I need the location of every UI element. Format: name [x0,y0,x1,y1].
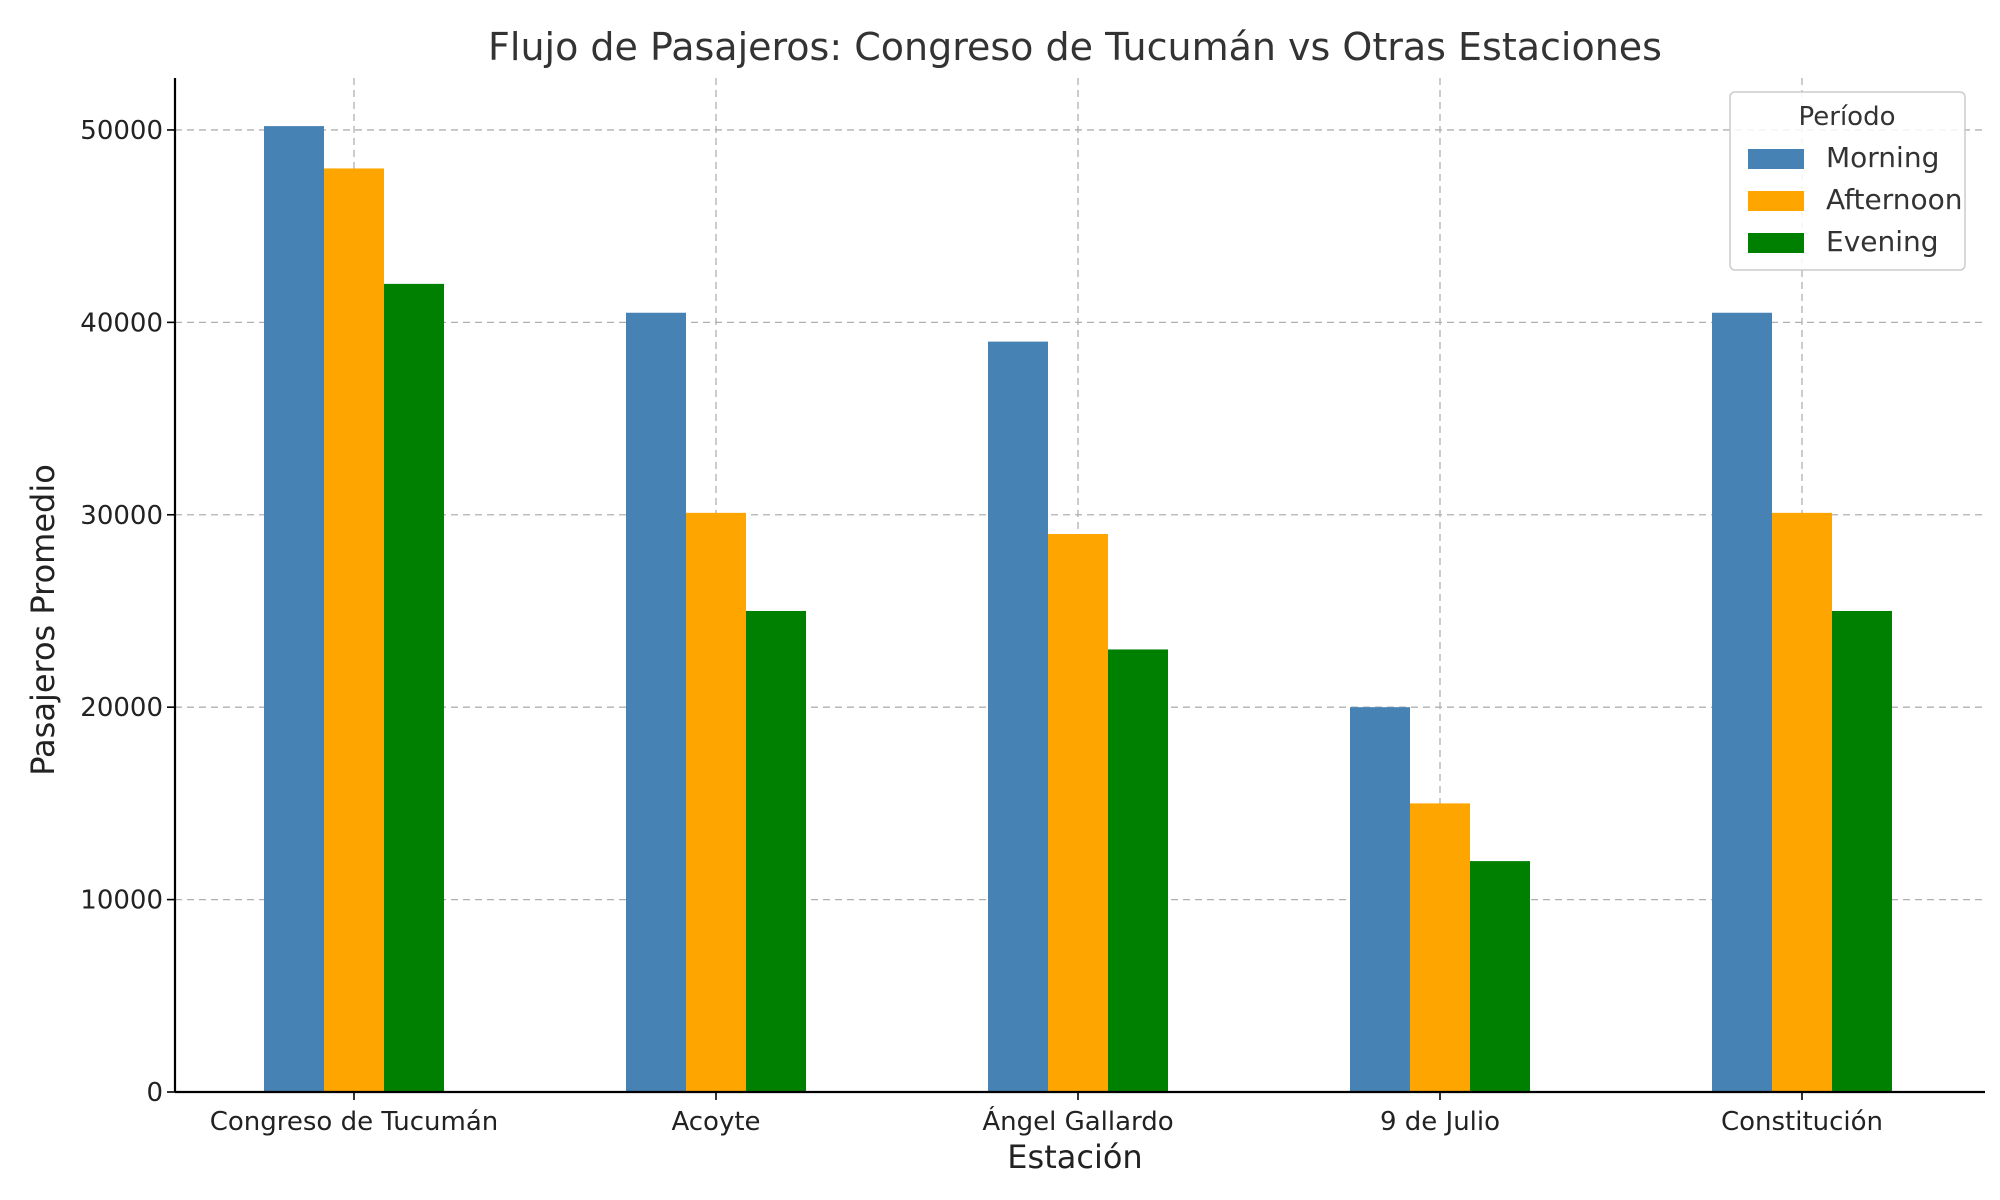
bar-afternoon-3 [1048,534,1108,1092]
bar-morning-1 [264,126,324,1092]
legend-label-afternoon: Afternoon [1826,183,1963,216]
legend-swatch-afternoon [1748,191,1804,211]
chart-title: Flujo de Pasajeros: Congreso de Tucumán … [488,25,1662,69]
legend-box [1729,91,1966,271]
y-tick-label: 10000 [80,886,163,916]
y-axis-label: Pasajeros Promedio [24,464,62,776]
bar-afternoon-5 [1772,512,1832,1092]
bar-evening-4 [1470,861,1530,1092]
y-tick-label: 30000 [80,501,163,531]
x-tick-label: Ángel Gallardo [982,1105,1173,1137]
bar-afternoon-4 [1410,803,1470,1092]
bar-evening-3 [1108,649,1168,1092]
x-tick-label: Acoyte [671,1107,760,1137]
legend-items: Morning Afternoon Evening [1748,141,1963,258]
bar-evening-2 [746,610,806,1092]
bar-morning-2 [626,312,686,1092]
bar-afternoon-1 [324,168,384,1093]
bar-morning-3 [988,341,1048,1092]
axes [173,78,1985,1094]
legend-swatch-evening [1748,233,1804,253]
bar-morning-5 [1712,312,1772,1092]
legend-label-morning: Morning [1826,141,1939,174]
bar-morning-4 [1350,707,1410,1092]
legend-swatch-morning [1748,149,1804,169]
x-tick-label: 9 de Julio [1380,1107,1500,1137]
y-tick-label: 40000 [80,308,163,338]
bar-evening-1 [384,283,444,1093]
y-tick-label: 0 [146,1078,163,1108]
legend: Período Morning Afternoon Evening [1729,91,1966,271]
y-tick-label: 50000 [80,116,163,146]
x-tick-label: Constitución [1721,1107,1883,1137]
legend-label-evening: Evening [1826,225,1939,258]
legend-title: Período [1799,102,1896,132]
x-axis-label: Estación [1007,1138,1142,1176]
x-ticks: Congreso de Tucumán Acoyte Ángel Gallardo 9… [210,1092,1883,1137]
bars [264,126,1892,1093]
x-tick-label: Congreso de Tucumán [210,1107,499,1137]
y-tick-label: 20000 [80,693,163,723]
y-ticks: 0 10000 20000 30000 40000 50000 [80,116,175,1108]
bar-afternoon-2 [686,512,746,1092]
bar-evening-5 [1832,610,1892,1092]
